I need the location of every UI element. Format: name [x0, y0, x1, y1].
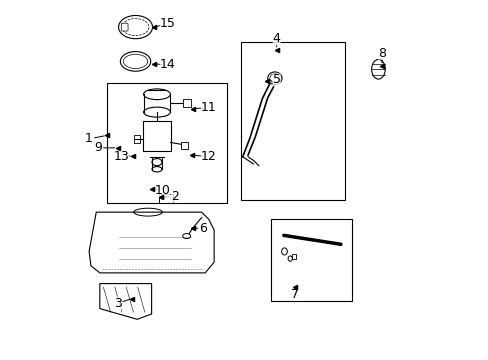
Text: 14: 14 [160, 58, 175, 72]
Text: 7: 7 [290, 288, 298, 301]
Text: 1: 1 [85, 132, 93, 145]
Bar [134, 135, 140, 143]
Bar [107, 83, 226, 203]
Text: 5: 5 [272, 73, 280, 86]
Bar [181, 142, 188, 149]
Text: 13: 13 [113, 150, 129, 163]
Text: 10: 10 [154, 184, 170, 197]
Bar [241, 42, 344, 200]
Text: 2: 2 [170, 190, 179, 203]
Text: 12: 12 [201, 150, 216, 163]
Bar [183, 99, 190, 107]
Text: 15: 15 [160, 17, 175, 30]
FancyBboxPatch shape [121, 23, 128, 31]
Text: 11: 11 [201, 102, 216, 114]
Bar [271, 219, 351, 301]
Text: 4: 4 [272, 32, 280, 45]
Text: 9: 9 [94, 141, 102, 154]
Bar [143, 121, 170, 152]
Text: 6: 6 [199, 222, 207, 235]
Bar [159, 194, 173, 203]
Text: 8: 8 [377, 47, 385, 60]
Bar [292, 254, 295, 258]
Text: 3: 3 [114, 297, 122, 310]
